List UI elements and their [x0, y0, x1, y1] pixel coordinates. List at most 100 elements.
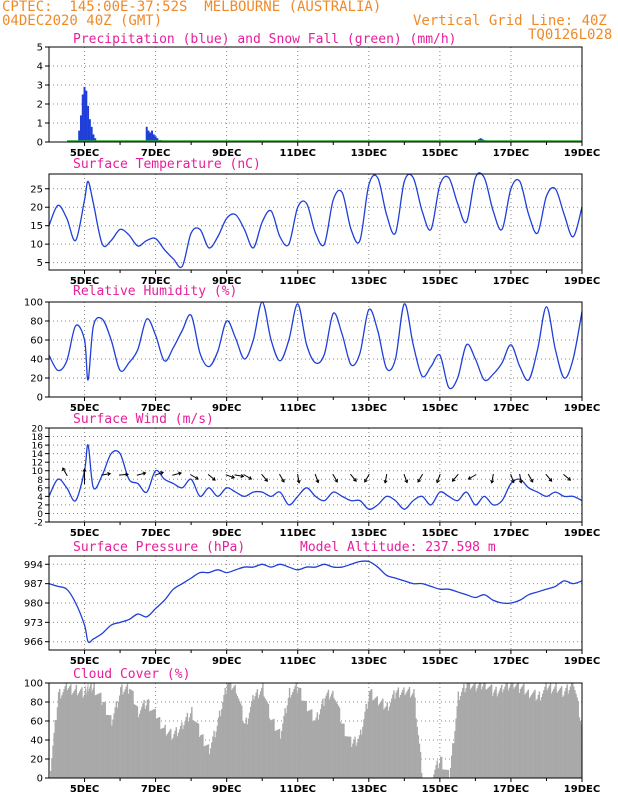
- wind-direction-arrow: [417, 473, 424, 483]
- cloud-bar: [146, 699, 149, 778]
- cloud-bar: [156, 718, 159, 778]
- cloud-bar: [365, 703, 367, 778]
- cloud-bar: [278, 728, 281, 778]
- cloud-bar: [314, 720, 316, 778]
- cloud-bar: [243, 723, 245, 778]
- cloud-bar: [573, 686, 575, 778]
- cloud-bar: [526, 691, 528, 778]
- cloud-bar: [65, 683, 68, 778]
- precip-ytick-label: 5: [37, 43, 43, 54]
- cloud-bar: [63, 689, 65, 778]
- cloud-bar: [325, 695, 327, 778]
- cloud-bar: [520, 687, 523, 778]
- cloud-bar: [275, 730, 277, 778]
- wind-ytick-label: 18: [32, 433, 44, 443]
- cloud-bar: [334, 700, 336, 778]
- cloud-bar: [463, 683, 465, 778]
- precip-xtick-label: 11DEC: [280, 148, 316, 159]
- wind-ytick-label: 16: [32, 442, 44, 452]
- cloud-bar: [568, 690, 571, 778]
- cloud-bar: [152, 709, 154, 778]
- cloud-bar: [517, 683, 520, 778]
- cloud-bar: [308, 710, 311, 778]
- wind-direction-arrow: [527, 473, 534, 483]
- cloud-bar: [126, 683, 129, 778]
- cloud-bar: [163, 727, 165, 778]
- model-altitude: Model Altitude: 237.598 m: [300, 540, 496, 555]
- cloud-bar: [579, 720, 582, 778]
- cloud-bar: [324, 698, 326, 778]
- cloud-bar: [578, 717, 581, 778]
- cloud-bar: [358, 735, 361, 778]
- cloud-bar: [150, 710, 152, 778]
- cloud-bar: [107, 715, 110, 778]
- cloud-bar: [564, 691, 566, 778]
- cloud-bar: [565, 687, 567, 778]
- cloud-bar: [572, 683, 574, 778]
- cloud-bar: [110, 715, 112, 778]
- cloud-bar: [84, 688, 86, 778]
- cloud-bar: [116, 707, 119, 778]
- cloud-bar: [379, 702, 382, 778]
- cloud-bar: [214, 737, 216, 778]
- cloud-bar: [191, 706, 193, 778]
- temperature-title: Surface Temperature (nC): [73, 157, 261, 172]
- wind-ytick-label: 8: [37, 476, 43, 486]
- wind-direction-arrow: [82, 468, 87, 484]
- cloud-bar: [67, 688, 70, 778]
- cloud-bar: [509, 684, 512, 778]
- wind-direction-arrow: [435, 473, 441, 484]
- wind-direction-arrow: [154, 471, 164, 476]
- cloud-bar: [157, 717, 160, 778]
- cloud-bar: [154, 708, 156, 778]
- precip-frame: [48, 46, 583, 143]
- cloud-bar: [433, 774, 435, 778]
- cloud-bar: [492, 695, 494, 778]
- cloud-bar: [224, 687, 226, 778]
- cloud-bar: [188, 717, 191, 778]
- cloud-bar: [337, 705, 340, 778]
- cloud-bar: [487, 687, 490, 778]
- cloud-bar: [221, 709, 223, 778]
- wind-xtick-label: 5DEC: [70, 528, 99, 539]
- cloud-title: Cloud Cover (%): [73, 667, 191, 682]
- cloud-bar: [93, 683, 95, 778]
- cloud-bar: [244, 723, 246, 778]
- cloud-bar: [212, 736, 214, 778]
- humidity-xtick-label: 7DEC: [141, 403, 170, 414]
- cloud-bar: [88, 688, 90, 778]
- cloud-bar: [72, 692, 74, 778]
- wind-direction-arrow: [403, 473, 409, 484]
- cloud-bar: [550, 693, 553, 778]
- cloud-bar: [382, 698, 384, 778]
- cloud-bar: [106, 714, 109, 778]
- cloud-bar: [229, 683, 232, 778]
- cloud-bar: [454, 730, 456, 778]
- cloud-bar: [273, 718, 275, 778]
- cloud-bar: [522, 685, 524, 778]
- cloud-bar: [534, 689, 536, 778]
- pressure-xtick-label: 17DEC: [493, 656, 529, 667]
- wind-direction-arrow: [190, 474, 199, 480]
- cloud-bar: [272, 719, 274, 778]
- cloud-bar: [402, 689, 404, 778]
- cloud-bar: [277, 729, 280, 778]
- cloud-bar: [176, 736, 179, 778]
- cloud-bar: [194, 721, 196, 778]
- cloud-bar: [378, 703, 381, 778]
- cloud-bar: [89, 686, 91, 778]
- cloud-bar: [332, 690, 334, 778]
- cloud-bar: [336, 703, 339, 778]
- cloud-bar: [181, 722, 183, 778]
- cloud-bar: [396, 689, 398, 778]
- cloud-bar: [563, 695, 565, 778]
- cloud-bar: [474, 683, 476, 778]
- temperature-series-line: [48, 172, 583, 269]
- cloud-bar: [305, 700, 307, 778]
- wind-frame: [48, 427, 583, 523]
- cloud-bar: [168, 730, 171, 778]
- cloud-bar: [97, 693, 100, 778]
- cloud-bar: [489, 685, 492, 778]
- cloud-bar: [198, 736, 201, 778]
- cloud-bar: [281, 731, 283, 778]
